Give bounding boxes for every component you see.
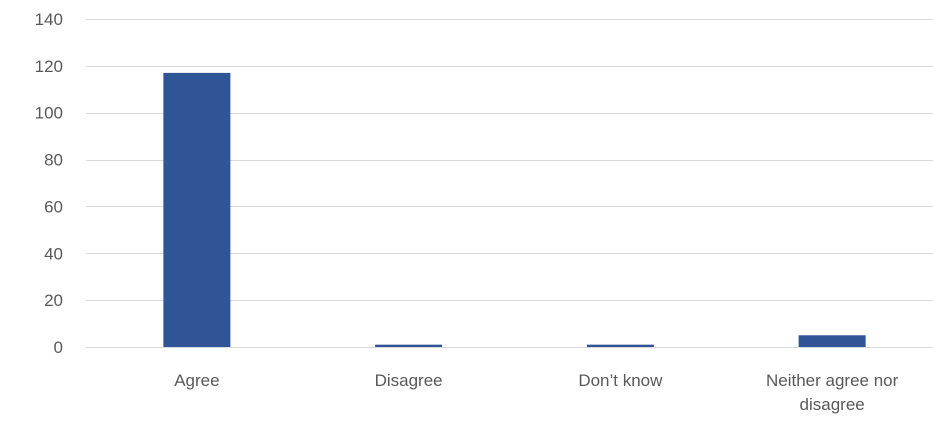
y-tick-label: 80 [44,151,63,170]
bar [375,344,443,347]
x-category-label: Neither agree nor disagree [766,371,899,414]
bar [586,344,654,347]
y-tick-label: 40 [44,244,63,263]
x-category-label: Disagree [375,371,443,390]
bars [163,72,866,347]
x-category-label: Don’t know [578,371,663,390]
x-axis-category-labels: Agree Disagree Don’t know Neither agree nor… [174,371,898,414]
x-category-label: Agree [174,371,219,390]
bar [798,335,866,347]
y-tick-label: 20 [44,291,63,310]
y-tick-label: 120 [35,57,63,76]
y-tick-label: 140 [35,10,63,29]
y-axis-tick-labels: 0 20 40 60 80 100 120 140 [35,10,63,357]
y-tick-label: 0 [54,338,63,357]
bar [163,72,231,347]
y-tick-label: 60 [44,197,63,216]
y-tick-label: 100 [35,104,63,123]
